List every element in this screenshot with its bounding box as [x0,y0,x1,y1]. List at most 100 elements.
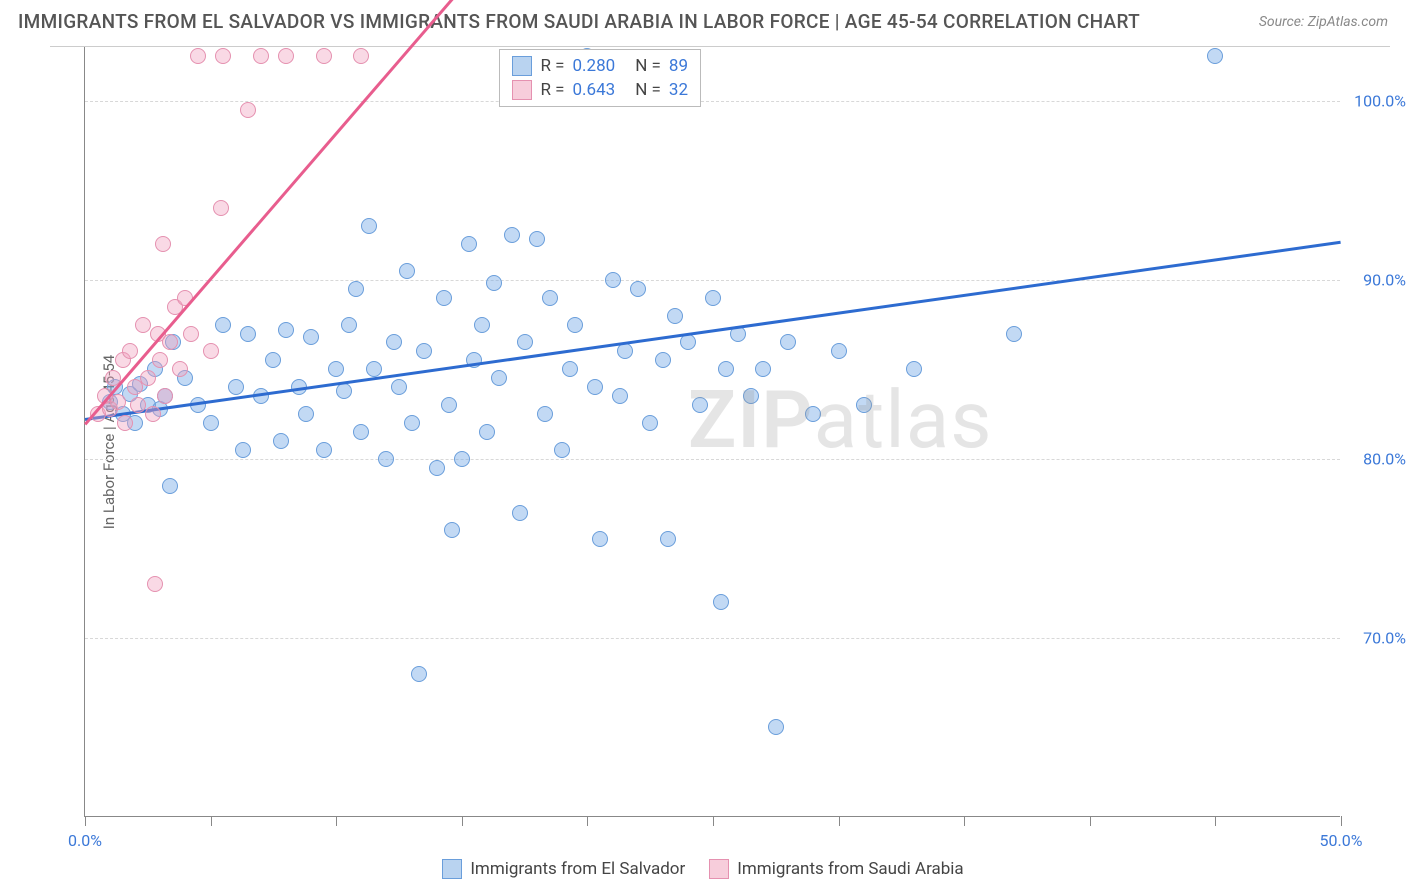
scatter-point [152,352,168,368]
scatter-point [630,281,646,297]
scatter-point [612,388,628,404]
scatter-point [491,370,507,386]
scatter-point [157,388,173,404]
x-tick [1090,816,1091,826]
scatter-point [474,317,490,333]
scatter-point [444,522,460,538]
scatter-point [155,236,171,252]
scatter-point [253,48,269,64]
x-tick [336,816,337,826]
scatter-point [567,317,583,333]
scatter-point [411,666,427,682]
scatter-point [183,326,199,342]
x-tick [964,816,965,826]
y-tick-label: 80.0% [1363,449,1406,468]
scatter-point [162,478,178,494]
scatter-point [642,415,658,431]
scatter-point [605,272,621,288]
scatter-point [755,361,771,377]
scatter-point [172,361,188,377]
scatter-point [162,334,178,350]
scatter-point [240,326,256,342]
scatter-point [416,343,432,359]
scatter-point [278,48,294,64]
scatter-point [213,200,229,216]
legend-swatch [442,859,462,879]
scatter-point [215,317,231,333]
x-tick [587,816,588,826]
x-tick-label: 0.0% [68,831,102,850]
scatter-point [215,48,231,64]
gridline-h [85,101,1340,102]
scatter-point [768,719,784,735]
scatter-point [145,406,161,422]
scatter-point [265,352,281,368]
scatter-point [316,442,332,458]
scatter-point [856,397,872,413]
legend-r-value: 0.643 [573,80,616,100]
legend-r-label: R = [540,80,564,100]
scatter-point [592,531,608,547]
scatter-point [353,424,369,440]
scatter-point [190,48,206,64]
scatter-point [655,352,671,368]
legend-swatch [512,56,532,76]
correlation-legend: R = 0.280N = 89R = 0.643N = 32 [499,49,701,107]
y-tick-label: 100.0% [1354,91,1406,110]
legend-swatch [709,859,729,879]
y-tick-label: 90.0% [1363,270,1406,289]
scatter-point [228,379,244,395]
plot-area: ZIPatlas 70.0%80.0%90.0%100.0%0.0%50.0%R… [84,47,1340,817]
scatter-point [404,415,420,431]
x-tick [462,816,463,826]
scatter-point [122,343,138,359]
scatter-point [692,397,708,413]
scatter-point [454,451,470,467]
scatter-point [203,415,219,431]
scatter-point [529,231,545,247]
scatter-point [542,290,558,306]
scatter-point [512,505,528,521]
legend-label: Immigrants from El Salvador [470,859,685,879]
scatter-point [587,379,603,395]
x-tick [1215,816,1216,826]
legend-n-label: N = [635,56,661,76]
scatter-point [713,594,729,610]
scatter-point [436,290,452,306]
legend-r-value: 0.280 [573,56,616,76]
scatter-point [298,406,314,422]
scatter-point [667,308,683,324]
x-tick [85,816,86,826]
scatter-point [203,343,219,359]
legend-label: Immigrants from Saudi Arabia [737,859,963,879]
scatter-point [660,531,676,547]
scatter-point [130,397,146,413]
scatter-point [278,322,294,338]
scatter-point [386,334,402,350]
bottom-legend-item: Immigrants from Saudi Arabia [709,859,963,879]
scatter-point [303,329,319,345]
scatter-point [353,48,369,64]
scatter-point [441,397,457,413]
scatter-point [554,442,570,458]
legend-r-label: R = [540,56,564,76]
scatter-point [537,406,553,422]
y-tick-label: 70.0% [1363,628,1406,647]
scatter-point [429,460,445,476]
scatter-point [348,281,364,297]
scatter-point [399,263,415,279]
legend-n-value: 32 [669,80,688,100]
x-tick [211,816,212,826]
scatter-point [831,343,847,359]
scatter-point [316,48,332,64]
legend-n-label: N = [635,80,661,100]
legend-row: R = 0.643 N = 32 [512,78,688,102]
scatter-point [718,361,734,377]
scatter-point [517,334,533,350]
trend-line [85,240,1341,420]
scatter-point [479,424,495,440]
scatter-point [461,236,477,252]
scatter-point [135,317,151,333]
scatter-point [378,451,394,467]
x-tick [1341,816,1342,826]
